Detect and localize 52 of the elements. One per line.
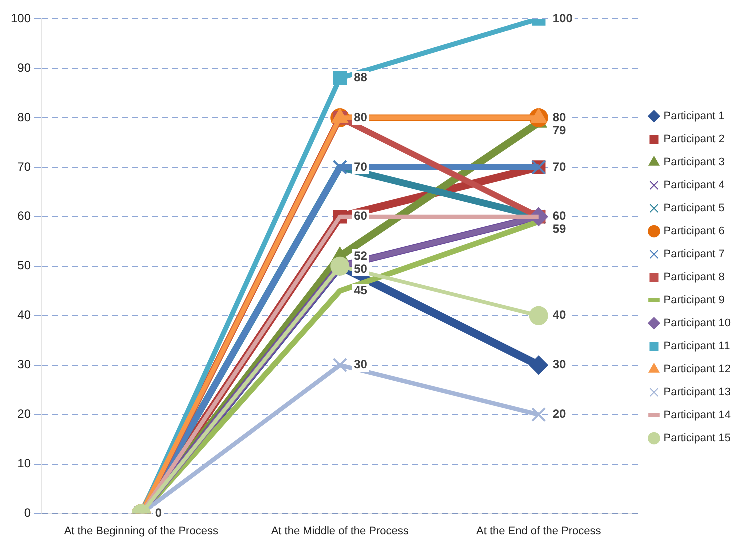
data-label: 100 (552, 11, 574, 26)
data-label: 50 (354, 262, 368, 276)
y-tick-label: 80 (18, 110, 32, 124)
legend-label: Participant 12 (664, 364, 732, 376)
legend-label: Participant 7 (664, 248, 725, 261)
legend-label: Participant 11 (664, 340, 730, 353)
y-tick-label: 0 (24, 506, 32, 520)
legend-label: Participant 4 (664, 180, 725, 192)
y-tick-label: 40 (18, 308, 32, 322)
legend-label: Participant 2 (664, 134, 725, 146)
data-label: 80 (354, 110, 368, 124)
data-label: 79 (552, 123, 567, 138)
x-tick-label: At the Beginning of the Process (64, 525, 219, 538)
point (332, 358, 348, 373)
legend-label: Participant 8 (664, 272, 725, 284)
legend-label: Participant 1 (664, 110, 725, 123)
data-label: 60 (552, 209, 567, 224)
x-tick-label: At the End of the Process (476, 525, 602, 538)
data-label: 30 (354, 358, 368, 372)
data-label: 59 (552, 222, 567, 236)
x-tick-label: At the Middle of the Process (271, 525, 410, 538)
legend-label: Participant 9 (664, 294, 725, 307)
y-tick-label: 30 (18, 358, 32, 372)
legend-label: Participant 10 (664, 318, 732, 330)
y-tick-label: 90 (18, 60, 32, 75)
legend-label: Participant 6 (664, 226, 725, 238)
data-label: 45 (354, 283, 368, 298)
point (333, 72, 347, 86)
data-label: 30 (552, 358, 567, 372)
point (529, 356, 548, 375)
data-label: 80 (552, 110, 567, 124)
data-label: 88 (354, 70, 368, 85)
legend-label: Participant 15 (664, 432, 732, 445)
data-label: 0 (155, 506, 162, 520)
legend-label: Participant 14 (664, 410, 732, 422)
legend-label: Participant 5 (664, 202, 725, 215)
y-tick-label: 70 (18, 160, 32, 174)
y-tick-label: 20 (18, 407, 32, 422)
point (532, 407, 546, 422)
data-label: 40 (552, 308, 567, 322)
legend-label: Participant 3 (664, 156, 725, 169)
legend-label: Participant 13 (664, 386, 732, 399)
data-label: 52 (354, 248, 368, 263)
data-label: 70 (552, 160, 567, 174)
y-tick-label: 10 (18, 456, 32, 471)
data-label: 70 (354, 160, 368, 174)
data-label: 20 (552, 407, 567, 422)
point (529, 306, 548, 326)
y-tick-label: 50 (18, 258, 32, 273)
y-tick-label: 60 (18, 209, 32, 224)
y-tick-label: 100 (10, 11, 32, 26)
data-label: 60 (354, 209, 368, 224)
